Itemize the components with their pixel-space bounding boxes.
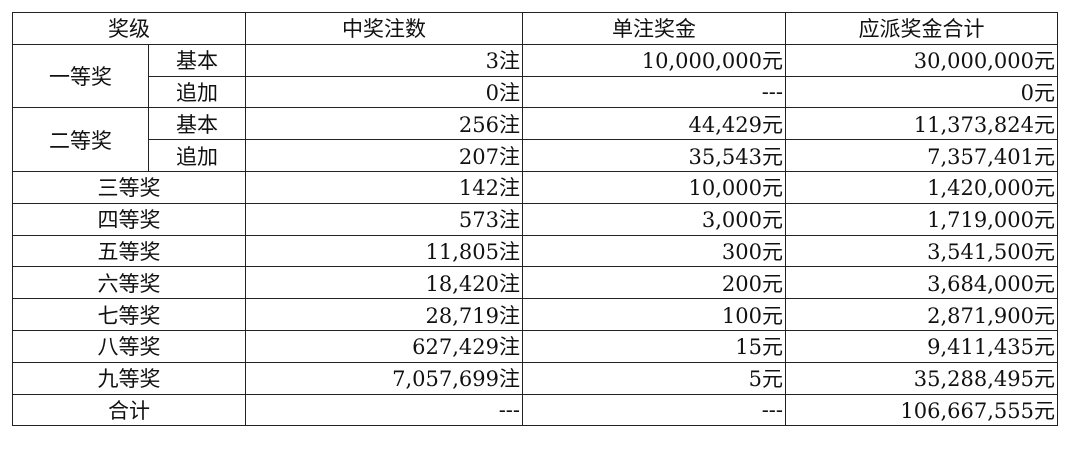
level-cell: 二等奖 [12, 107, 149, 172]
level-cell: 一等奖 [12, 43, 149, 109]
value-cell: 3,000元 [522, 202, 786, 236]
value-cell: 1,420,000元 [785, 170, 1058, 204]
value-cell: 15元 [522, 329, 786, 363]
value-cell: --- [245, 393, 523, 427]
table-row: 四等奖 573注 3,000元 1,719,000元 [12, 202, 1058, 236]
sub-level-cell: 基本 [148, 43, 246, 77]
level-cell: 五等奖 [12, 234, 246, 268]
table-row: 八等奖 627,429注 15元 9,411,435元 [12, 329, 1058, 363]
value-cell: 35,543元 [522, 139, 786, 172]
level-cell: 三等奖 [12, 170, 246, 204]
table-row: 五等奖 11,805注 300元 3,541,500元 [12, 234, 1058, 268]
value-cell: 11,373,824元 [785, 107, 1058, 141]
sub-level-cell: 追加 [148, 75, 246, 109]
table-row: 追加 0注 --- 0元 [13, 75, 1058, 109]
level-cell: 四等奖 [12, 202, 246, 236]
header-cell: 应派奖金合计 [785, 12, 1058, 45]
header-cell: 奖级 [12, 12, 246, 45]
prize-table: 奖级 中奖注数 单注奖金 应派奖金合计 一等奖 基本 3注 10,000,000元 30,000… [12, 12, 1058, 427]
value-cell: 18,420注 [245, 266, 523, 300]
value-cell: 0元 [785, 75, 1058, 109]
value-cell: 207注 [245, 139, 523, 172]
value-cell: 100元 [522, 298, 786, 331]
value-cell: 142注 [245, 170, 523, 204]
value-cell: 627,429注 [245, 329, 523, 363]
table-row: 一等奖 基本 3注 10,000,000元 30,000,000元 [12, 43, 1058, 109]
table-row: 九等奖 7,057,699注 5元 35,288,495元 [12, 361, 1058, 395]
value-cell: 5元 [522, 361, 786, 395]
level-cell: 七等奖 [12, 298, 246, 331]
value-cell: 44,429元 [522, 107, 786, 141]
value-cell: 3注 [245, 43, 523, 77]
value-cell: 200元 [522, 266, 786, 300]
header-cell: 中奖注数 [245, 12, 523, 45]
value-cell: 0注 [245, 75, 523, 109]
value-cell: 2,871,900元 [785, 298, 1058, 331]
level-cell: 九等奖 [12, 361, 246, 395]
value-cell: 10,000,000元 [522, 43, 786, 77]
table-row: 奖级 中奖注数 单注奖金 应派奖金合计 [12, 12, 1058, 45]
value-cell: 3,684,000元 [785, 266, 1058, 300]
table-row: 三等奖 142注 10,000元 1,420,000元 [12, 170, 1058, 204]
value-cell: 7,357,401元 [785, 139, 1058, 172]
level-cell: 六等奖 [12, 266, 246, 300]
value-cell: 11,805注 [245, 234, 523, 268]
sub-level-cell: 追加 [148, 139, 246, 172]
value-cell: 3,541,500元 [785, 234, 1058, 268]
value-cell: 1,719,000元 [785, 202, 1058, 236]
value-cell: 10,000元 [522, 170, 786, 204]
table-row: 二等奖 基本 256注 44,429元 11,373,824元 [12, 107, 1058, 172]
value-cell: --- [522, 75, 786, 109]
value-cell: 28,719注 [245, 298, 523, 331]
table-row: 七等奖 28,719注 100元 2,871,900元 [12, 298, 1058, 331]
value-cell: 7,057,699注 [245, 361, 523, 395]
value-cell: 573注 [245, 202, 523, 236]
level-cell: 合计 [12, 393, 246, 427]
sub-level-cell: 基本 [148, 107, 246, 141]
value-cell: 106,667,555元 [785, 393, 1058, 427]
table-row: 追加 207注 35,543元 7,357,401元 [13, 139, 1058, 172]
value-cell: --- [522, 393, 786, 427]
value-cell: 300元 [522, 234, 786, 268]
value-cell: 30,000,000元 [785, 43, 1058, 77]
table-row: 合计 --- --- 106,667,555元 [12, 393, 1058, 427]
header-cell: 单注奖金 [522, 12, 786, 45]
table-row: 六等奖 18,420注 200元 3,684,000元 [12, 266, 1058, 300]
value-cell: 9,411,435元 [785, 329, 1058, 363]
value-cell: 256注 [245, 107, 523, 141]
value-cell: 35,288,495元 [785, 361, 1058, 395]
level-cell: 八等奖 [12, 329, 246, 363]
